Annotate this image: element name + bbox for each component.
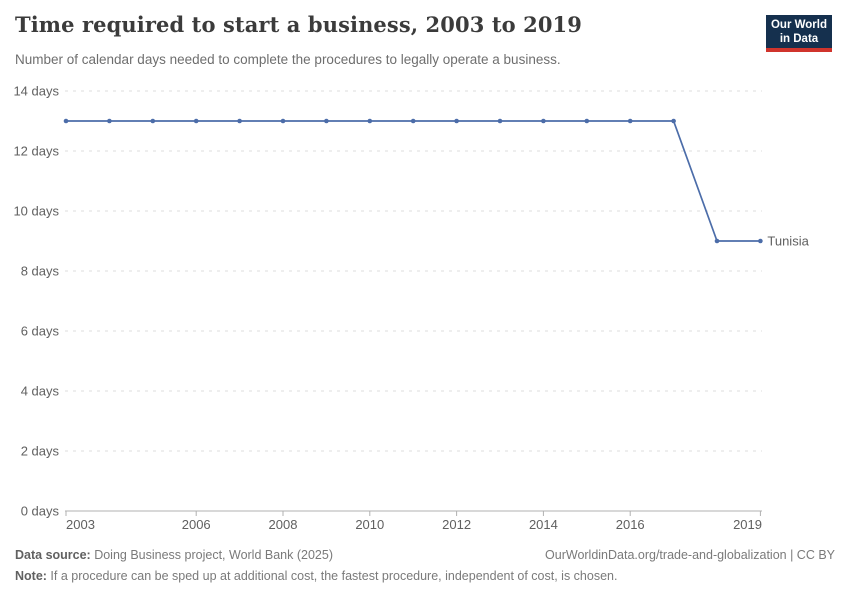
data-point [541,118,546,124]
note-label: Note: [15,569,47,583]
x-tick-label: 2008 [269,517,298,532]
x-tick-label: 2019 [733,517,762,532]
data-point [671,118,676,124]
x-tick-label: 2014 [529,517,558,532]
owid-logo-line2: in Data [779,32,819,45]
data-point [758,238,763,244]
owid-url-link[interactable]: OurWorldinData.org/trade-and-globalizati… [545,548,835,562]
y-tick-label: 2 days [21,444,60,459]
y-tick-label: 14 days [13,84,59,99]
x-tick-label: 2012 [442,517,471,532]
x-tick-label: 2006 [182,517,211,532]
y-tick-label: 12 days [13,144,59,159]
data-source-label: Data source: [15,548,91,562]
data-point [280,118,286,124]
data-point [497,118,503,124]
owid-logo[interactable]: Our World in Data [766,15,832,52]
owid-logo-line1: Our World [770,18,827,31]
data-point [367,118,373,124]
data-point [584,118,590,124]
data-point [150,118,156,124]
data-source-value: Doing Business project, World Bank (2025… [90,548,333,562]
data-source-text: Data source: Doing Business project, Wor… [15,548,333,562]
y-tick-label: 0 days [21,504,60,519]
chart-subtitle: Number of calendar days needed to comple… [15,52,561,67]
data-point [237,118,242,124]
note-value: If a procedure can be sped up at additio… [46,569,618,583]
data-point [714,238,720,244]
page-title: Time required to start a business, 2003 … [15,12,582,37]
data-point [63,118,69,124]
series-line [66,120,761,242]
data-point [107,118,112,124]
note-text: Note: If a procedure can be sped up at a… [15,569,835,583]
data-point [324,118,329,124]
x-tick-label: 2003 [66,517,95,532]
y-tick-label: 10 days [13,204,59,219]
x-tick-label: 2010 [355,517,384,532]
chart-canvas: 0 days 2 days 4 days 6 days 8 days 10 days 12 … [13,84,809,533]
data-point [454,118,459,124]
data-point [193,118,199,124]
y-tick-label: 8 days [21,264,60,279]
data-point [410,118,416,124]
entity-label[interactable]: Tunisia [767,234,809,249]
y-tick-label: 6 days [21,324,60,339]
data-point [627,118,633,124]
x-tick-label: 2016 [616,517,645,532]
y-tick-label: 4 days [21,384,60,399]
